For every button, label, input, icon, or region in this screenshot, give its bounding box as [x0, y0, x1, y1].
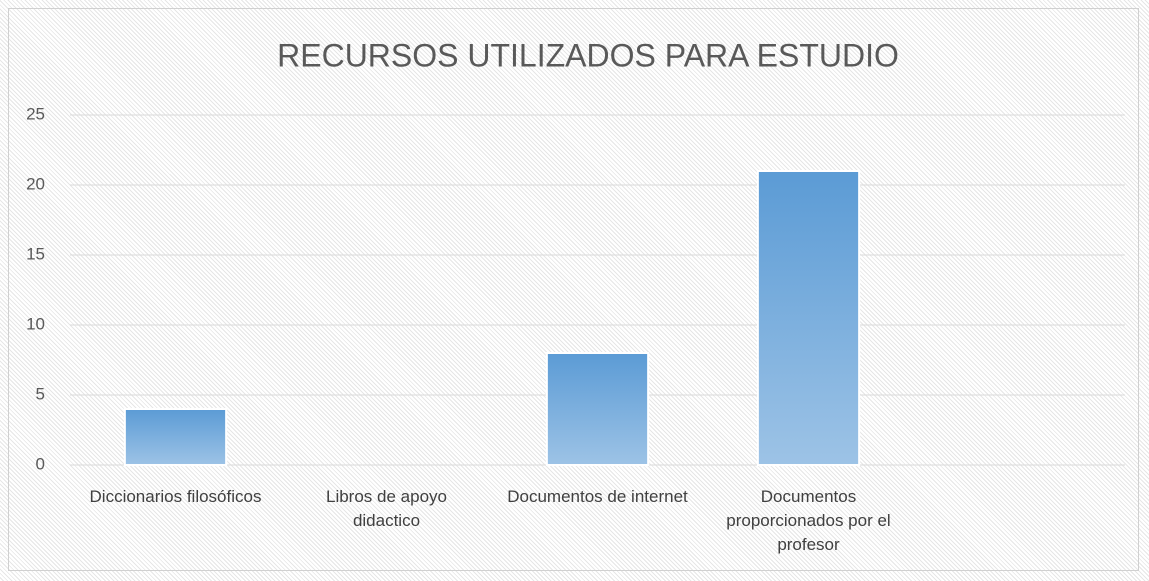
x-tick-label: Diccionarios filosóficos	[89, 487, 262, 506]
y-tick-label: 10	[26, 314, 45, 333]
y-tick-label: 15	[26, 244, 45, 263]
bar	[756, 170, 861, 466]
y-tick-label: 0	[36, 454, 45, 473]
bar	[123, 408, 228, 466]
y-tick-label: 5	[36, 384, 45, 403]
x-tick-label: Documentos proporcionados por el profeso…	[726, 487, 891, 554]
chart-title: RECURSOS UTILIZADOS PARA ESTUDIO	[277, 37, 899, 73]
x-tick-label: Libros de apoyo didactico	[326, 487, 447, 530]
x-tick-label: Documentos de internet	[507, 487, 688, 506]
y-tick-label: 25	[26, 104, 45, 123]
chart-frame	[8, 8, 1139, 571]
y-tick-label: 20	[26, 174, 45, 193]
bar	[545, 352, 650, 466]
